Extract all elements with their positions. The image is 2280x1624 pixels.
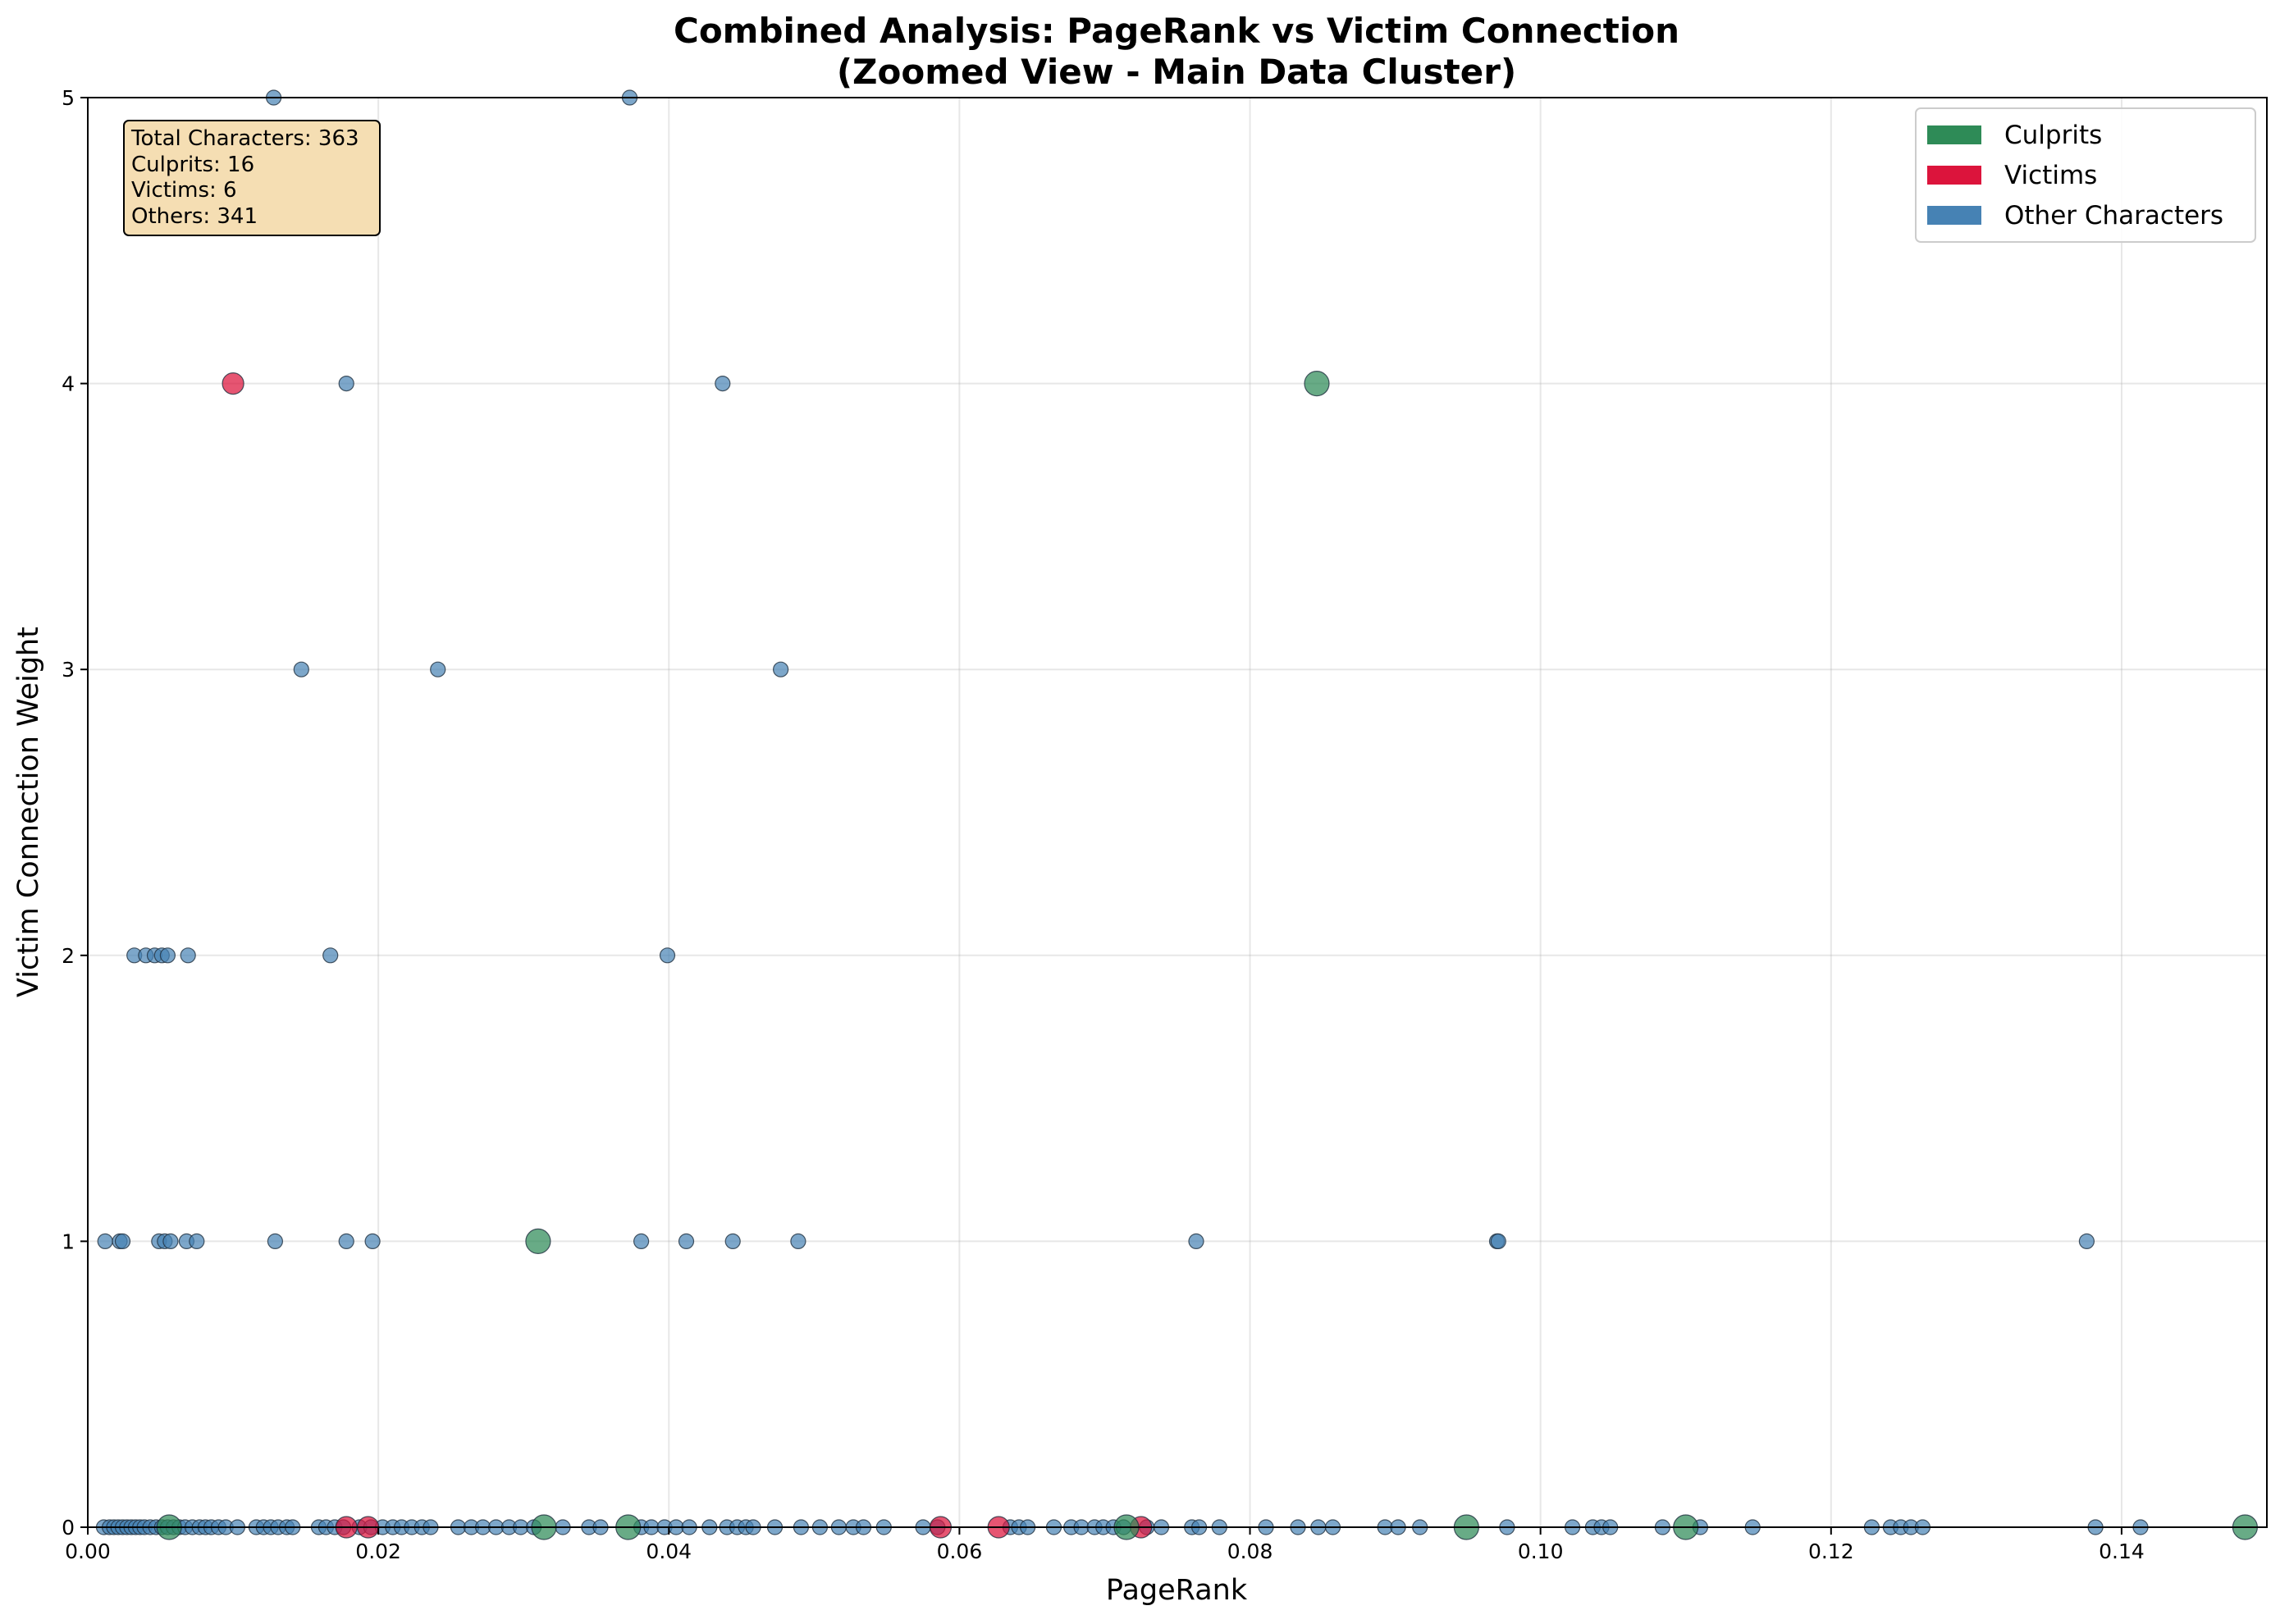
legend-swatch-victims <box>1927 166 1981 185</box>
legend-label-culprits: Culprits <box>2004 121 2102 150</box>
data-point <box>180 947 196 964</box>
data-point <box>114 1233 131 1250</box>
plot-frame <box>87 97 2268 1528</box>
x-tick-label: 0.00 <box>65 1540 111 1563</box>
data-point <box>97 1233 113 1250</box>
data-point <box>772 661 789 677</box>
legend: Culprits Victims Other Characters <box>1915 107 2256 243</box>
data-point <box>338 1233 354 1250</box>
data-point <box>2078 1233 2095 1250</box>
y-tick-label: 1 <box>62 1229 75 1253</box>
x-tick-label: 0.10 <box>1518 1540 1564 1563</box>
data-point <box>159 947 176 964</box>
data-point <box>715 376 731 392</box>
info-others: Others: 341 <box>131 204 258 229</box>
data-point <box>633 1233 650 1250</box>
legend-frame <box>1915 107 2256 243</box>
info-victims: Victims: 6 <box>131 178 237 203</box>
y-axis-label: Victim Connection Weight <box>12 627 45 997</box>
data-point <box>525 1228 551 1255</box>
y-axis-ticks: 0 1 2 3 4 5 <box>62 86 88 1540</box>
legend-swatch-other-characters <box>1927 206 1981 225</box>
y-tick-label: 5 <box>62 86 75 110</box>
y-tick-label: 3 <box>62 658 75 682</box>
data-point <box>267 1233 283 1250</box>
data-point <box>322 947 339 964</box>
chart-title-line-2: (Zoomed View - Main Data Cluster) <box>837 52 1516 92</box>
data-point <box>1490 1233 1506 1250</box>
data-point <box>189 1233 205 1250</box>
data-point <box>222 372 244 395</box>
data-point <box>293 661 309 677</box>
info-culprits: Culprits: 16 <box>131 153 254 177</box>
info-box: Total Characters: 363 Culprits: 16 Victi… <box>123 120 381 236</box>
data-point <box>430 661 446 677</box>
data-point <box>659 947 676 964</box>
x-tick-label: 0.14 <box>2099 1540 2145 1563</box>
data-point <box>338 376 354 392</box>
y-tick-label: 4 <box>62 372 75 396</box>
x-tick-label: 0.02 <box>355 1540 401 1563</box>
x-axis-ticks: 0.00 0.02 0.04 0.06 0.08 0.10 0.12 0.14 <box>65 1527 2145 1563</box>
x-tick-label: 0.12 <box>1808 1540 1854 1563</box>
data-point <box>364 1233 381 1250</box>
legend-label-victims: Victims <box>2004 161 2097 190</box>
y-tick-label: 0 <box>62 1516 75 1540</box>
data-point <box>1304 371 1330 397</box>
x-tick-label: 0.06 <box>937 1540 983 1563</box>
x-axis-label: PageRank <box>1106 1574 1248 1607</box>
info-box-background <box>123 120 381 236</box>
legend-label-other-characters: Other Characters <box>2004 201 2223 230</box>
data-point <box>724 1233 741 1250</box>
x-tick-label: 0.04 <box>646 1540 692 1563</box>
x-tick-label: 0.08 <box>1227 1540 1273 1563</box>
data-point <box>790 1233 806 1250</box>
legend-swatch-culprits <box>1927 125 1981 144</box>
chart-title-line-1: Combined Analysis: PageRank vs Victim Co… <box>674 11 1679 51</box>
info-total-characters: Total Characters: 363 <box>130 126 359 151</box>
y-tick-label: 2 <box>62 944 75 968</box>
data-point <box>678 1233 695 1250</box>
data-point <box>1188 1233 1204 1250</box>
data-point <box>162 1233 179 1250</box>
